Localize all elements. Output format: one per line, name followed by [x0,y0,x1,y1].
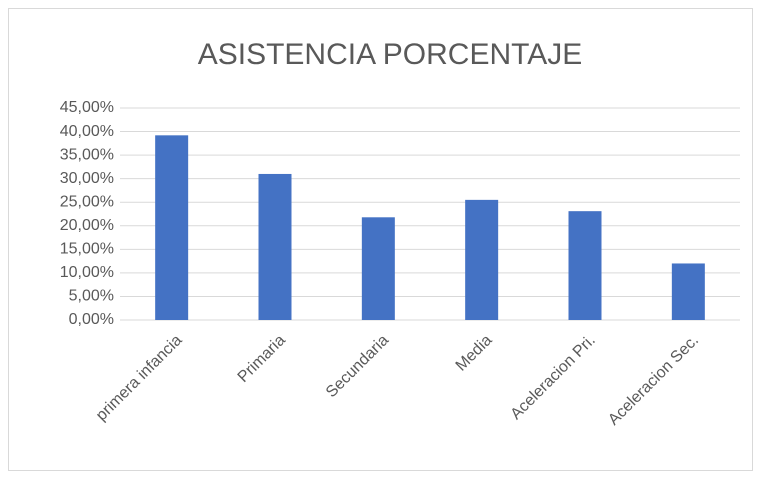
y-tick-label: 30,00% [60,170,114,187]
chart-title: ASISTENCIA PORCENTAJE [198,38,583,71]
bar [361,217,395,320]
y-tick-label: 15,00% [60,241,114,258]
bar [568,211,602,320]
y-tick-label: 40,00% [60,123,114,140]
y-tick-label: 0,00% [69,311,114,328]
bar [258,173,292,320]
bar [671,263,705,320]
y-tick-label: 25,00% [60,193,114,210]
bar [465,199,499,320]
y-tick-label: 5,00% [69,288,114,305]
y-tick-label: 35,00% [60,146,114,163]
bar [155,135,189,320]
y-tick-label: 20,00% [60,217,114,234]
y-tick-label: 10,00% [60,264,114,281]
y-tick-label: 45,00% [60,99,114,116]
